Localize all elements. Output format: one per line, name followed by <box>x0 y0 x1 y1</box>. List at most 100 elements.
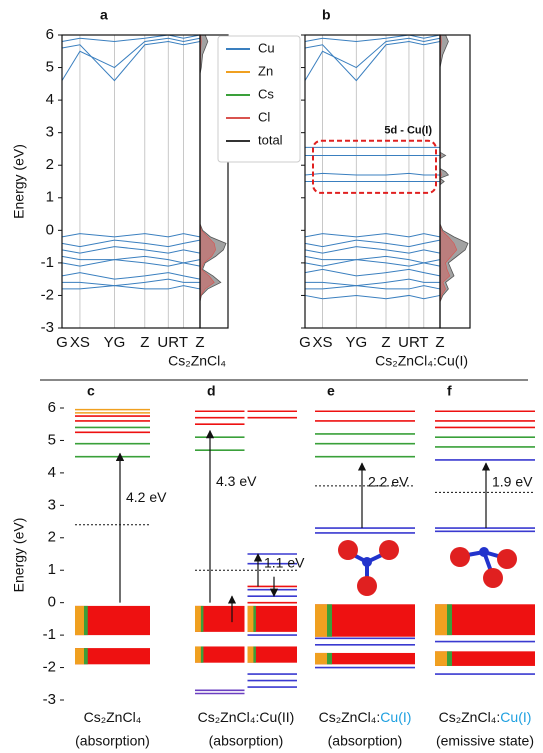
subtitle: Cs₂ZnCl₄:Cu(I) <box>375 353 468 369</box>
dos-cl <box>200 35 216 302</box>
block-edge <box>253 646 255 662</box>
panel-label: Cs₂ZnCl₄:Cu(II) <box>198 709 295 725</box>
y-tick-label: 0 <box>46 221 54 238</box>
panel-letter: b <box>322 7 331 23</box>
y-axis-label: Energy (eV) <box>11 144 27 219</box>
band <box>62 38 200 80</box>
band <box>62 273 200 280</box>
band <box>62 42 200 81</box>
legend-label: Cl <box>258 109 270 124</box>
legend-label: Cs <box>258 86 274 101</box>
y-tick-label: 4 <box>46 91 54 108</box>
block-edge <box>315 604 327 636</box>
annotation: 5d - Cu(I) <box>384 125 432 137</box>
y-tick-label: 3 <box>46 124 54 141</box>
block-edge <box>75 606 84 635</box>
y-tick-label: 1 <box>46 189 54 206</box>
y-tick-label: 3 <box>48 496 56 513</box>
band <box>305 234 440 237</box>
x-tick-label: Z <box>195 334 204 351</box>
panel-label: Cs₂ZnCl₄ <box>84 709 142 725</box>
band <box>305 240 440 247</box>
y-tick-label: 0 <box>48 594 56 611</box>
x-tick-label: UR <box>157 334 179 351</box>
band <box>305 42 440 81</box>
y-tick-label: 1 <box>48 561 56 578</box>
panel-note: (absorption) <box>75 733 150 749</box>
legend-label: Cu <box>258 40 275 55</box>
y-tick-label: -2 <box>41 286 54 303</box>
highlight-box <box>313 141 436 193</box>
x-tick-label: T <box>419 334 428 351</box>
x-tick-label: UR <box>398 334 420 351</box>
panel-letter: c <box>87 383 95 399</box>
band <box>305 295 440 298</box>
arrow-label: 4.3 eV <box>216 473 257 489</box>
band <box>62 260 200 267</box>
block-edge <box>327 653 332 664</box>
band <box>305 256 440 263</box>
panel-note: (emissive state) <box>436 733 534 749</box>
block-edge <box>84 648 88 664</box>
block-edge <box>195 606 201 632</box>
y-tick-label: -1 <box>41 254 54 271</box>
x-tick-label: G <box>299 334 311 351</box>
block-edge <box>315 653 327 664</box>
x-tick-label: XS <box>313 334 333 351</box>
x-tick-label: T <box>179 334 188 351</box>
block-edge <box>435 651 447 666</box>
block-edge <box>84 606 88 635</box>
panel-letter: a <box>100 7 108 23</box>
band <box>62 286 200 289</box>
x-tick-label: XS <box>70 334 90 351</box>
block-edge <box>201 646 203 662</box>
x-tick-label: Z <box>381 334 390 351</box>
arrow-label: 2.2 eV <box>368 473 409 489</box>
label-part: Cs₂ZnCl₄: <box>439 709 501 725</box>
legend-label: total <box>258 132 283 147</box>
block-edge <box>253 606 255 632</box>
y-tick-label: 5 <box>48 431 56 448</box>
y-tick-label: -2 <box>43 659 56 676</box>
y-tick-label: -1 <box>43 626 56 643</box>
x-tick-label: Z <box>435 334 444 351</box>
band <box>305 173 440 175</box>
band <box>62 279 200 286</box>
band <box>305 247 440 254</box>
x-tick-label: Z <box>140 334 149 351</box>
x-tick-label: G <box>56 334 68 351</box>
block-edge <box>195 646 201 662</box>
subtitle: Cs₂ZnCl₄ <box>168 353 226 369</box>
y-tick-label: 5 <box>46 59 54 76</box>
label-part: Cu(I) <box>500 709 531 725</box>
x-tick-label: YG <box>345 334 367 351</box>
band <box>305 279 440 286</box>
band <box>305 286 440 289</box>
block-edge <box>248 646 254 662</box>
band <box>305 260 440 267</box>
y-tick-label: -3 <box>41 319 54 336</box>
band <box>305 269 440 276</box>
molecule <box>338 540 399 596</box>
block-edge <box>435 604 447 635</box>
block-edge <box>447 604 452 635</box>
block-edge <box>447 651 452 666</box>
panel-letter: d <box>207 383 216 399</box>
panel-letter: e <box>327 383 335 399</box>
arrow-label: 1.1 eV <box>264 554 305 570</box>
y-tick-label: 2 <box>48 529 56 546</box>
panel-label: Cs₂ZnCl₄:Cu(I) <box>439 709 532 725</box>
x-tick-label: YG <box>104 334 126 351</box>
y-tick-label: -3 <box>43 691 56 708</box>
block-edge <box>248 606 254 632</box>
band <box>62 247 200 254</box>
band <box>62 240 200 247</box>
panel-label: Cs₂ZnCl₄:Cu(I) <box>319 709 412 725</box>
label-part: Cs₂ZnCl₄:Cu(II) <box>198 709 295 725</box>
legend-label: Zn <box>258 63 273 78</box>
block-edge <box>75 648 84 664</box>
figure: aGXSYGZURTZ-3-2-10123456Energy (eV)Cs₂Zn… <box>0 0 543 753</box>
label-part: Cs₂ZnCl₄: <box>319 709 381 725</box>
arrow-label: 4.2 eV <box>126 489 167 505</box>
block-edge <box>201 606 203 632</box>
